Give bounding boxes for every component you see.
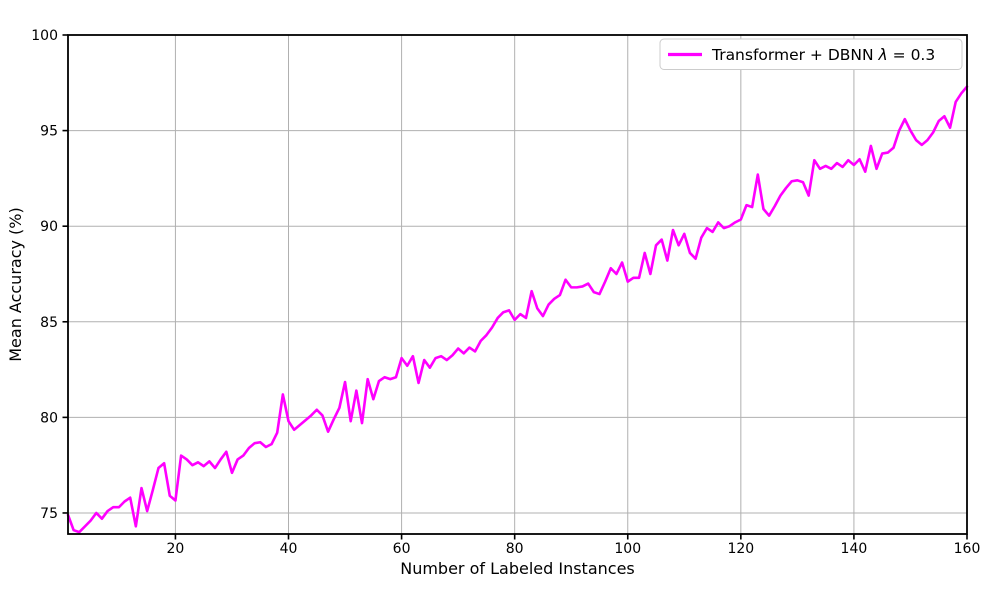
lambda-symbol: λ [878, 46, 888, 64]
legend-label: Transformer + DBNN λ = 0.3 [711, 46, 935, 64]
x-tick-label: 80 [506, 541, 524, 557]
y-tick-label: 75 [40, 506, 58, 522]
accuracy-line [66, 85, 969, 534]
legend-box [659, 38, 963, 70]
x-tick-label: 140 [841, 541, 868, 557]
y-tick-labels: 75 80 85 90 95 100 [31, 28, 58, 522]
x-tick-label: 60 [393, 541, 411, 557]
legend: Transformer + DBNN λ = 0.3 [659, 38, 963, 70]
axes-spines [67, 34, 968, 535]
x-axis-label: Number of Labeled Instances [400, 559, 635, 578]
y-tick-label: 80 [40, 410, 58, 426]
y-axis-label: Mean Accuracy (%) [6, 207, 25, 362]
x-tick-labels: 20 40 60 80 100 120 140 160 [167, 541, 981, 557]
x-tick-label: 20 [167, 541, 185, 557]
x-tick-label: 160 [954, 541, 981, 557]
y-tick-label: 100 [31, 28, 58, 44]
x-tick-label: 120 [727, 541, 754, 557]
y-tick-label: 85 [40, 315, 58, 331]
x-tick-label: 40 [280, 541, 298, 557]
x-tick-label: 100 [614, 541, 641, 557]
y-tick-label: 90 [40, 219, 58, 235]
tick-marks [62, 34, 968, 540]
plot-area [68, 35, 967, 534]
y-tick-label: 95 [40, 124, 58, 140]
